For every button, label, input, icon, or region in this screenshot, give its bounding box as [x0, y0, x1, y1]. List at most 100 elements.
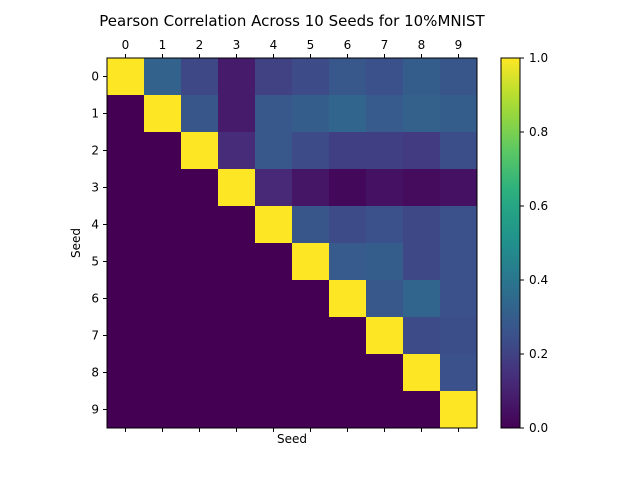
- y-tick-label: 2: [91, 144, 99, 158]
- chart-title: Pearson Correlation Across 10 Seeds for …: [99, 12, 485, 30]
- heatmap-cell-3-8: [403, 169, 441, 207]
- heatmap-cell-2-9: [440, 132, 478, 170]
- heatmap-cell-2-8: [403, 132, 441, 170]
- heatmap-cell-4-5: [292, 206, 330, 244]
- heatmap-cell-5-0: [107, 243, 145, 281]
- heatmap-cells: [107, 58, 478, 429]
- y-tick-label: 6: [91, 292, 99, 306]
- colorbar-tick-label: 0.2: [529, 347, 548, 361]
- heatmap-cell-4-0: [107, 206, 145, 244]
- heatmap-cell-4-8: [403, 206, 441, 244]
- heatmap-cell-7-9: [440, 317, 478, 355]
- heatmap-cell-1-8: [403, 95, 441, 133]
- heatmap-cell-2-7: [366, 132, 404, 170]
- heatmap-cell-8-9: [440, 354, 478, 392]
- heatmap-cell-7-4: [255, 317, 293, 355]
- x-tick-label: 2: [196, 38, 204, 52]
- heatmap-cell-1-1: [144, 95, 182, 133]
- heatmap-cell-0-4: [255, 58, 293, 96]
- heatmap-cell-0-3: [218, 58, 256, 96]
- heatmap-cell-1-9: [440, 95, 478, 133]
- heatmap-cell-9-0: [107, 391, 145, 429]
- colorbar: [500, 57, 521, 429]
- heatmap-cell-6-2: [181, 280, 219, 318]
- heatmap-cell-7-0: [107, 317, 145, 355]
- heatmap-cell-0-6: [329, 58, 367, 96]
- colorbar-tick-label: 1.0: [529, 51, 548, 65]
- heatmap-cell-5-5: [292, 243, 330, 281]
- y-axis-label: Seed: [69, 228, 83, 258]
- heatmap-cell-9-1: [144, 391, 182, 429]
- heatmap-cell-7-1: [144, 317, 182, 355]
- heatmap-cell-5-3: [218, 243, 256, 281]
- heatmap-cell-9-3: [218, 391, 256, 429]
- heatmap-cell-7-5: [292, 317, 330, 355]
- heatmap-cell-1-0: [107, 95, 145, 133]
- colorbar-ticks: 0.0 0.2 0.4 0.6 0.8 1.0: [520, 51, 548, 435]
- heatmap-cell-0-1: [144, 58, 182, 96]
- x-tick-label: 1: [159, 38, 167, 52]
- heatmap-cell-6-6: [329, 280, 367, 318]
- heatmap-cell-3-9: [440, 169, 478, 207]
- heatmap-cell-2-5: [292, 132, 330, 170]
- heatmap-cell-1-7: [366, 95, 404, 133]
- x-tick-label: 6: [344, 38, 352, 52]
- heatmap-cell-8-5: [292, 354, 330, 392]
- x-axis-top-ticks: 0 1 2 3 4 5 6 7 8 9: [122, 38, 463, 58]
- x-axis-label: Seed: [277, 432, 307, 446]
- heatmap-cell-0-7: [366, 58, 404, 96]
- heatmap-cell-0-8: [403, 58, 441, 96]
- heatmap-cell-9-9: [440, 391, 478, 429]
- x-tick-label: 9: [455, 38, 463, 52]
- heatmap-cell-1-4: [255, 95, 293, 133]
- heatmap-cell-6-5: [292, 280, 330, 318]
- heatmap-cell-5-2: [181, 243, 219, 281]
- colorbar-tick-label: 0.0: [529, 421, 548, 435]
- heatmap-cell-9-5: [292, 391, 330, 429]
- y-axis-ticks: 0 1 2 3 4 5 6 7 8 9: [91, 70, 107, 417]
- x-tick-label: 3: [233, 38, 241, 52]
- heatmap-cell-6-1: [144, 280, 182, 318]
- heatmap-cell-4-6: [329, 206, 367, 244]
- heatmap-cell-1-2: [181, 95, 219, 133]
- heatmap-cell-7-6: [329, 317, 367, 355]
- y-tick-label: 7: [91, 329, 99, 343]
- heatmap-cell-6-7: [366, 280, 404, 318]
- heatmap-cell-8-0: [107, 354, 145, 392]
- colorbar-tick-label: 0.8: [529, 125, 548, 139]
- y-tick-label: 5: [91, 255, 99, 269]
- heatmap-cell-5-8: [403, 243, 441, 281]
- heatmap-cell-1-6: [329, 95, 367, 133]
- heatmap-cell-9-6: [329, 391, 367, 429]
- heatmap-cell-6-3: [218, 280, 256, 318]
- heatmap-cell-3-3: [218, 169, 256, 207]
- heatmap-cell-8-4: [255, 354, 293, 392]
- heatmap-cell-6-4: [255, 280, 293, 318]
- y-tick-label: 1: [91, 107, 99, 121]
- heatmap-cell-7-2: [181, 317, 219, 355]
- x-axis-bottom-ticks: [125, 428, 459, 432]
- heatmap-cell-6-8: [403, 280, 441, 318]
- y-tick-label: 0: [91, 70, 99, 84]
- heatmap-cell-6-9: [440, 280, 478, 318]
- x-tick-label: 0: [122, 38, 130, 52]
- heatmap-cell-5-1: [144, 243, 182, 281]
- heatmap-cell-8-6: [329, 354, 367, 392]
- y-tick-label: 3: [91, 181, 99, 195]
- heatmap-cell-0-0: [107, 58, 145, 96]
- heatmap-cell-3-5: [292, 169, 330, 207]
- x-tick-label: 8: [418, 38, 426, 52]
- heatmap-cell-9-4: [255, 391, 293, 429]
- heatmap-cell-3-6: [329, 169, 367, 207]
- heatmap-cell-9-2: [181, 391, 219, 429]
- x-tick-label: 7: [381, 38, 389, 52]
- colorbar-tick-label: 0.6: [529, 199, 548, 213]
- heatmap-cell-5-4: [255, 243, 293, 281]
- heatmap-cell-9-7: [366, 391, 404, 429]
- heatmap-cell-8-3: [218, 354, 256, 392]
- heatmap-cell-8-2: [181, 354, 219, 392]
- heatmap-cell-2-2: [181, 132, 219, 170]
- heatmap-cell-7-3: [218, 317, 256, 355]
- heatmap-cell-0-5: [292, 58, 330, 96]
